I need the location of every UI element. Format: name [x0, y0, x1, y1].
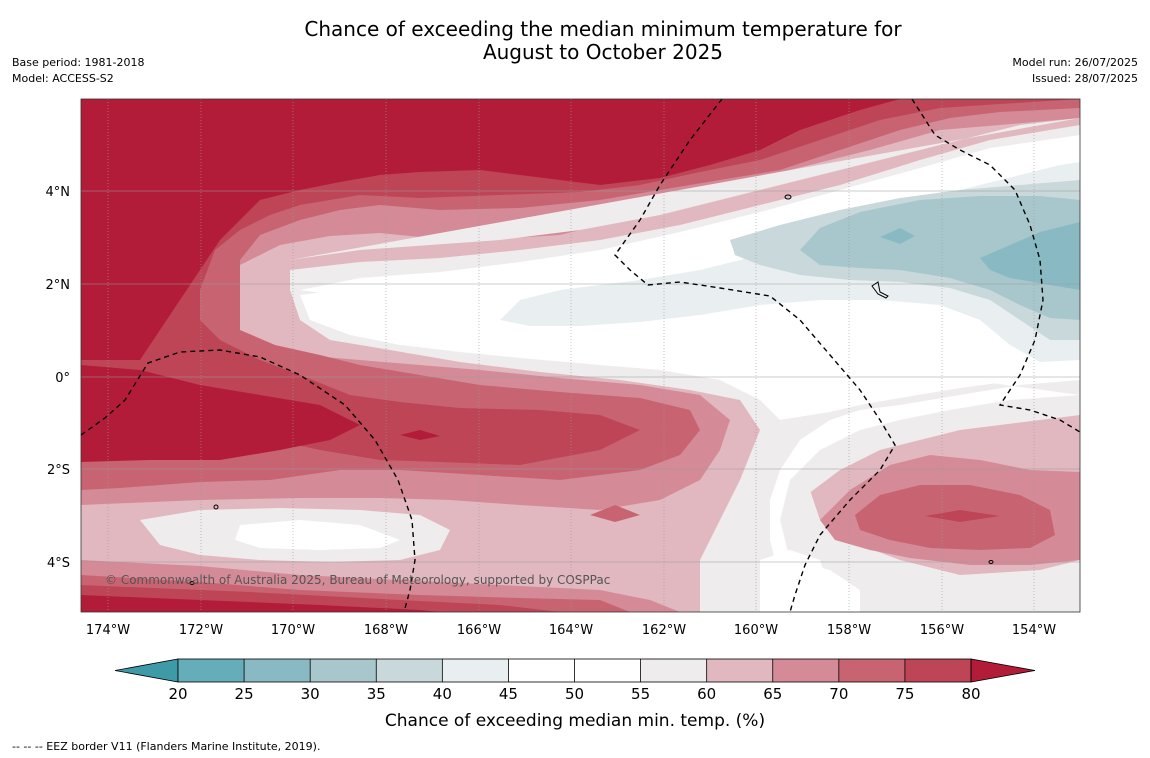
contour-30-35: [800, 196, 1080, 320]
lon-label: 174°W: [86, 623, 130, 638]
eez-border-east: [911, 98, 1081, 433]
title-line-2: August to October 2025: [482, 40, 724, 64]
lon-label: 166°W: [457, 623, 501, 638]
lon-label: 160°W: [734, 623, 778, 638]
lon-label: 154°W: [1012, 623, 1056, 638]
lat-label: 2°S: [47, 463, 70, 478]
legend-swatch: [244, 659, 311, 682]
legend-tick-label: 60: [697, 685, 716, 703]
title-line-1: Chance of exceeding the median minimum t…: [304, 17, 902, 41]
legend-colorbar: 20 25 30 35 40 45 50 55 60 65 70 75 80: [114, 658, 1036, 703]
island-se: [988, 560, 994, 564]
contour-75-80-north: [81, 99, 1080, 465]
latitude-labels: 4°N 2°N 0° 2°S 4°S: [46, 185, 71, 571]
island-south: [189, 581, 195, 585]
eez-borders: [80, 98, 1081, 613]
lon-label: 172°W: [179, 623, 223, 638]
lat-label: 4°N: [46, 185, 71, 200]
probability-map[interactable]: © Commonwealth of Australia 2025, Bureau…: [0, 0, 1150, 640]
contour-75-80-se: [925, 510, 1000, 522]
lon-label: 170°W: [271, 623, 315, 638]
legend-tick-label: 25: [235, 685, 254, 703]
model-run-info: Model run: 26/07/2025 Issued: 28/07/2025: [1012, 55, 1138, 87]
legend-tick-label: 65: [763, 685, 782, 703]
lat-label: 4°S: [47, 556, 70, 571]
contour-25-30-patch: [880, 228, 915, 244]
legend-tick-label: 30: [301, 685, 320, 703]
legend-swatch: [178, 659, 245, 682]
islands: [189, 194, 994, 585]
legend-frame: [177, 658, 972, 683]
island-kiritimati: [871, 281, 889, 299]
legend-swatch: [640, 659, 707, 682]
contour-above-80-south: [81, 595, 440, 612]
legend-swatch: [772, 659, 839, 682]
contour-above-80-west: [81, 365, 360, 462]
legend-swatch: [838, 659, 905, 682]
legend-tick-label: 45: [499, 685, 518, 703]
legend-tick-label: 20: [168, 685, 187, 703]
contour-70-75-patch: [590, 505, 640, 522]
issued-text: Issued: 28/07/2025: [1031, 72, 1138, 85]
gridlines: [81, 99, 1080, 612]
legend-swatch: [310, 659, 377, 682]
contour-75-80-patch: [400, 430, 440, 440]
legend-swatch: [574, 659, 641, 682]
contour-45-55-south: [235, 520, 400, 550]
contour-layers: [81, 99, 1080, 612]
base-period-info: Base period: 1981-2018 Model: ACCESS-S2: [12, 55, 144, 87]
legend-swatch: [508, 659, 575, 682]
eez-footnote: -- -- -- EEZ border V11 (Flanders Marine…: [12, 740, 321, 753]
legend-tick-label: 50: [565, 685, 584, 703]
lon-label: 158°W: [827, 623, 871, 638]
legend-label: Chance of exceeding median min. temp. (%…: [385, 711, 765, 731]
model-run-text: Model run: 26/07/2025: [1012, 56, 1138, 69]
lon-label: 168°W: [364, 623, 408, 638]
base-period-text: Base period: 1981-2018: [12, 56, 145, 69]
model-text: Model: ACCESS-S2: [12, 72, 114, 85]
legend-swatch: [442, 659, 509, 682]
contour-45-55-south-east: [760, 550, 830, 612]
contour-25-30-east: [980, 222, 1080, 290]
legend-tick-label: 35: [367, 685, 386, 703]
lon-label: 164°W: [549, 623, 593, 638]
lat-label: 0°: [55, 371, 70, 386]
legend-tick-label: 75: [895, 685, 914, 703]
legend-swatch: [706, 659, 773, 682]
copyright-text: © Commonwealth of Australia 2025, Bureau…: [105, 573, 610, 587]
legend-tick-label: 55: [631, 685, 650, 703]
legend-over-arrow: [970, 658, 1036, 683]
legend-swatch: [904, 659, 971, 682]
legend-tick-label: 40: [433, 685, 452, 703]
lat-label: 2°N: [46, 278, 71, 293]
lon-label: 162°W: [642, 623, 686, 638]
map-frame: [80, 98, 1081, 613]
page-title: Chance of exceeding the median minimum t…: [0, 18, 1150, 64]
legend-tick-label: 80: [961, 685, 980, 703]
legend-tick-label: 70: [829, 685, 848, 703]
legend-under-arrow: [114, 658, 179, 683]
legend-swatch: [376, 659, 443, 682]
contour-above-80-north: [81, 99, 900, 360]
longitude-labels: 174°W 172°W 170°W 168°W 166°W 164°W 162°…: [86, 623, 1056, 638]
island-north: [784, 194, 792, 200]
lon-label: 156°W: [920, 623, 964, 638]
island-sw: [213, 504, 219, 510]
